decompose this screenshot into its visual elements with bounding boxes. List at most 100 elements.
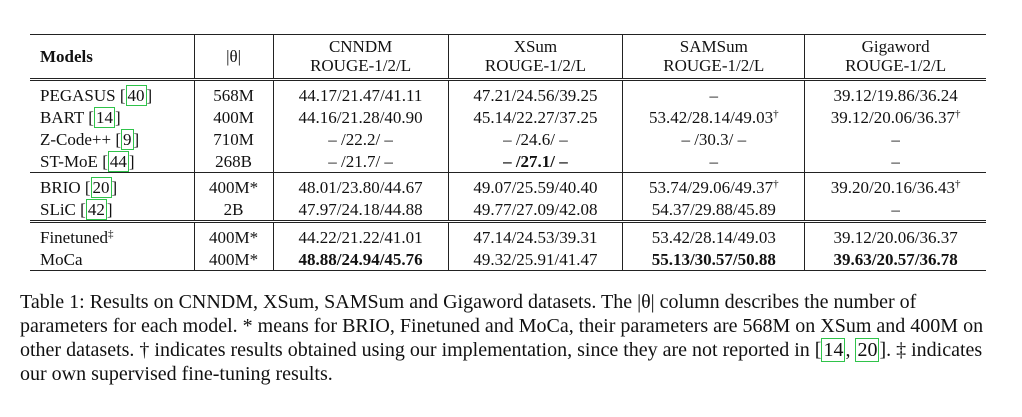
score-value: – /21.7/ – <box>328 151 393 171</box>
header-params: |θ| <box>193 34 274 80</box>
citation-link[interactable]: 20 <box>855 338 880 362</box>
params-cell: 568M <box>193 78 274 106</box>
table-row: Finetuned‡ 400M* 44.22/21.22/41.01 47.14/24… <box>30 220 986 248</box>
samsum-score-cell: – /30.3/ – <box>622 128 805 150</box>
table-group-baselines: PEGASUS [40] 568M 44.17/21.47/41.11 47.21/2… <box>30 78 986 173</box>
score-value: 47.97/24.18/44.88 <box>298 199 423 219</box>
samsum-score-cell: – <box>622 150 805 173</box>
model-name: Z-Code++ <box>40 129 112 149</box>
citation-link[interactable]: 9 <box>121 128 134 150</box>
params-cell: 400M* <box>193 248 274 271</box>
model-name-cell: BRIO [20] <box>30 172 194 198</box>
samsum-score-cell: – <box>622 78 805 106</box>
citation-link[interactable]: 42 <box>85 198 107 220</box>
gigaword-score-cell: 39.20/20.16/36.43† <box>804 172 986 198</box>
citation-link[interactable]: 14 <box>821 338 846 362</box>
samsum-score-cell: 55.13/30.57/50.88 <box>622 248 805 271</box>
score-value: – /22.2/ – <box>328 129 393 149</box>
score-value: – /27.1/ – <box>503 151 568 171</box>
footnote-mark: ‡ <box>108 227 114 240</box>
params-cell: 268B <box>193 150 274 173</box>
model-name-cell: MoCa <box>30 248 194 271</box>
params-cell: 2B <box>193 198 274 222</box>
table-group-contrastive: BRIO [20] 400M* 48.01/23.80/44.67 49.07/25.… <box>30 172 986 222</box>
params-cell: 400M* <box>193 220 274 248</box>
gigaword-score-cell: 39.12/20.06/36.37 <box>804 220 986 248</box>
footnote-mark: † <box>954 107 961 120</box>
cnndm-score-cell: 44.22/21.22/41.01 <box>272 220 449 248</box>
score-value: 54.37/29.88/45.89 <box>651 199 776 219</box>
table-row: PEGASUS [40] 568M 44.17/21.47/41.11 47.21/2… <box>30 78 986 106</box>
score-value: 53.42/28.14/49.03 <box>651 227 776 247</box>
score-value: 47.21/24.56/39.25 <box>473 85 598 105</box>
table-group-ours: Finetuned‡ 400M* 44.22/21.22/41.01 47.14/24… <box>30 220 986 271</box>
table-caption: Table 1: Results on CNNDM, XSum, SAMSum … <box>20 291 984 385</box>
table-header-row: Models |θ| CNNDM ROUGE-1/2/L XSum ROUGE-1/… <box>30 34 986 80</box>
score-value: 48.88/24.94/45.76 <box>298 249 423 269</box>
cnndm-score-cell: 47.97/24.18/44.88 <box>272 198 449 222</box>
model-name: SLiC <box>40 199 76 219</box>
params-cell: 400M* <box>193 172 274 198</box>
results-table: Models |θ| CNNDM ROUGE-1/2/L XSum ROUGE-1/… <box>30 34 986 271</box>
header-gigaword: Gigaword ROUGE-1/2/L <box>804 34 986 80</box>
header-models: Models <box>30 34 194 80</box>
header-cnndm: CNNDM ROUGE-1/2/L <box>272 34 449 80</box>
footnote-mark: † <box>954 177 961 190</box>
samsum-score-cell: 53.42/28.14/49.03† <box>622 106 805 128</box>
score-value: 49.07/25.59/40.40 <box>473 177 598 197</box>
model-name: BRIO <box>40 177 81 197</box>
gigaword-score-cell: – <box>804 198 986 222</box>
xsum-score-cell: 47.21/24.56/39.25 <box>447 78 623 106</box>
header-samsum: SAMSum ROUGE-1/2/L <box>622 34 805 80</box>
xsum-score-cell: 49.77/27.09/42.08 <box>447 198 623 222</box>
score-value: 47.14/24.53/39.31 <box>473 227 598 247</box>
citation-link[interactable]: 44 <box>107 150 129 172</box>
model-name: PEGASUS <box>40 85 116 105</box>
gigaword-score-cell: 39.12/20.06/36.37† <box>804 106 986 128</box>
score-value: 39.12/20.06/36.37 <box>833 227 958 247</box>
model-name-cell: Finetuned‡ <box>30 220 194 248</box>
params-cell: 710M <box>193 128 274 150</box>
xsum-score-cell: 45.14/22.27/37.25 <box>447 106 623 128</box>
cnndm-score-cell: – /21.7/ – <box>272 150 449 173</box>
model-name-cell: PEGASUS [40] <box>30 78 194 106</box>
score-value: 49.77/27.09/42.08 <box>473 199 598 219</box>
score-value: – /30.3/ – <box>681 129 747 149</box>
cnndm-score-cell: 48.01/23.80/44.67 <box>272 172 449 198</box>
xsum-score-cell: 49.07/25.59/40.40 <box>447 172 623 198</box>
citation-link[interactable]: 20 <box>90 176 112 198</box>
score-value: 48.01/23.80/44.67 <box>298 177 423 197</box>
table-row: SLiC [42] 2B 47.97/24.18/44.88 49.77/27.09/… <box>30 198 986 222</box>
model-name-cell: SLiC [42] <box>40 198 113 220</box>
gigaword-score-cell: 39.12/19.86/36.24 <box>804 78 986 106</box>
score-value: 44.17/21.47/41.11 <box>298 85 423 105</box>
model-name: MoCa <box>40 249 83 269</box>
score-value: 55.13/30.57/50.88 <box>651 249 776 269</box>
cnndm-score-cell: – /22.2/ – <box>272 128 449 150</box>
score-value: 53.42/28.14/49.03 <box>648 107 774 127</box>
score-value: 45.14/22.27/37.25 <box>473 107 598 127</box>
table-row: BRIO [20] 400M* 48.01/23.80/44.67 49.07/25.… <box>30 172 986 198</box>
table-row: MoCa 400M* 48.88/24.94/45.76 49.32/25.91/41… <box>30 248 986 271</box>
xsum-score-cell: 47.14/24.53/39.31 <box>447 220 623 248</box>
score-value: – <box>709 85 719 105</box>
score-value: 39.12/19.86/36.24 <box>833 85 958 105</box>
citation-link[interactable]: 14 <box>93 106 115 128</box>
cnndm-score-cell: 48.88/24.94/45.76 <box>272 248 449 271</box>
footnote-mark: † <box>773 177 779 190</box>
cnndm-score-cell: 44.17/21.47/41.11 <box>272 78 449 106</box>
params-cell: 400M <box>193 106 274 128</box>
header-xsum: XSum ROUGE-1/2/L <box>447 34 623 80</box>
results-table-container: Models |θ| CNNDM ROUGE-1/2/L XSum ROUGE-1/… <box>30 34 986 271</box>
model-name-cell: BART [14] <box>40 106 121 128</box>
score-value: – <box>891 129 900 149</box>
samsum-score-cell: 53.74/29.06/49.37† <box>622 172 805 198</box>
model-name: ST-MoE <box>40 151 98 171</box>
model-name: Finetuned <box>40 227 108 247</box>
score-value: 53.74/29.06/49.37 <box>648 177 774 197</box>
footnote-mark: † <box>773 107 779 120</box>
score-value: 39.63/20.57/36.78 <box>833 249 958 269</box>
score-value: 39.12/20.06/36.37 <box>830 107 955 127</box>
citation-link[interactable]: 40 <box>125 84 147 106</box>
score-value: – <box>709 151 719 171</box>
